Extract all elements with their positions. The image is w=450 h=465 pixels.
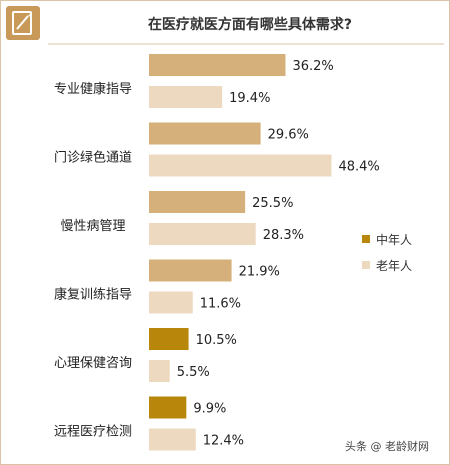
category-label-chronic-disease-management: 慢性病管理 — [60, 218, 125, 234]
legend: 中年人 老年人 — [362, 232, 412, 273]
value-label-elderly-mental-health-consulting: 5.5% — [177, 365, 210, 380]
value-label-elderly-professional-health-guidance: 19.4% — [229, 91, 270, 106]
category-label-mental-health-consulting: 心理保健咨询 — [54, 356, 132, 371]
legend-label-middle-aged: 中年人 — [376, 232, 412, 247]
value-label-middle-aged-rehab-training-guidance: 21.9% — [239, 265, 280, 280]
value-label-elderly-remote-medical-monitoring: 12.4% — [203, 434, 244, 449]
value-label-middle-aged-outpatient-green-channel: 29.6% — [268, 128, 309, 143]
legend-swatch-elderly — [362, 261, 370, 269]
legend-label-elderly: 老年人 — [376, 259, 412, 273]
bar-elderly-outpatient-green-channel — [149, 154, 332, 177]
value-label-middle-aged-mental-health-consulting: 10.5% — [196, 333, 237, 348]
value-label-elderly-chronic-disease-management: 28.3% — [263, 228, 304, 243]
bar-elderly-professional-health-guidance — [149, 86, 223, 108]
survey-document-icon — [6, 6, 40, 40]
bar-middle-aged-outpatient-green-channel — [149, 122, 261, 145]
value-label-middle-aged-professional-health-guidance: 36.2% — [292, 59, 333, 74]
bar-elderly-rehab-training-guidance — [149, 291, 193, 314]
bar-middle-aged-remote-medical-monitoring — [149, 396, 187, 419]
bar-elderly-chronic-disease-management — [149, 223, 256, 245]
value-label-elderly-outpatient-green-channel: 48.4% — [338, 160, 379, 175]
category-label-professional-health-guidance: 专业健康指导 — [54, 81, 132, 97]
bar-middle-aged-professional-health-guidance — [149, 54, 286, 76]
category-label-remote-medical-monitoring: 远程医疗检测 — [54, 425, 132, 440]
value-label-middle-aged-remote-medical-monitoring: 9.9% — [193, 402, 226, 417]
bar-elderly-remote-medical-monitoring — [149, 428, 196, 451]
chart-title: 在医疗就医方面有哪些具体需求? — [148, 16, 352, 33]
category-label-outpatient-green-channel: 门诊绿色通道 — [54, 150, 132, 166]
category-label-rehab-training-guidance: 康复训练指导 — [54, 287, 132, 303]
value-label-middle-aged-chronic-disease-management: 25.5% — [252, 196, 293, 211]
bar-elderly-mental-health-consulting — [149, 360, 170, 382]
bar-middle-aged-mental-health-consulting — [149, 328, 189, 350]
watermark: 头条 @ 老龄财网 — [345, 439, 429, 453]
bar-middle-aged-chronic-disease-management — [149, 191, 246, 213]
legend-swatch-middle-aged — [362, 235, 370, 243]
bar-middle-aged-rehab-training-guidance — [149, 259, 232, 282]
value-label-elderly-rehab-training-guidance: 11.6% — [200, 297, 241, 312]
bars-layer: 专业健康指导 36.2% 19.4% 门诊绿色通道 29.6% 48.4% 慢性病管理 25.… — [54, 54, 380, 451]
